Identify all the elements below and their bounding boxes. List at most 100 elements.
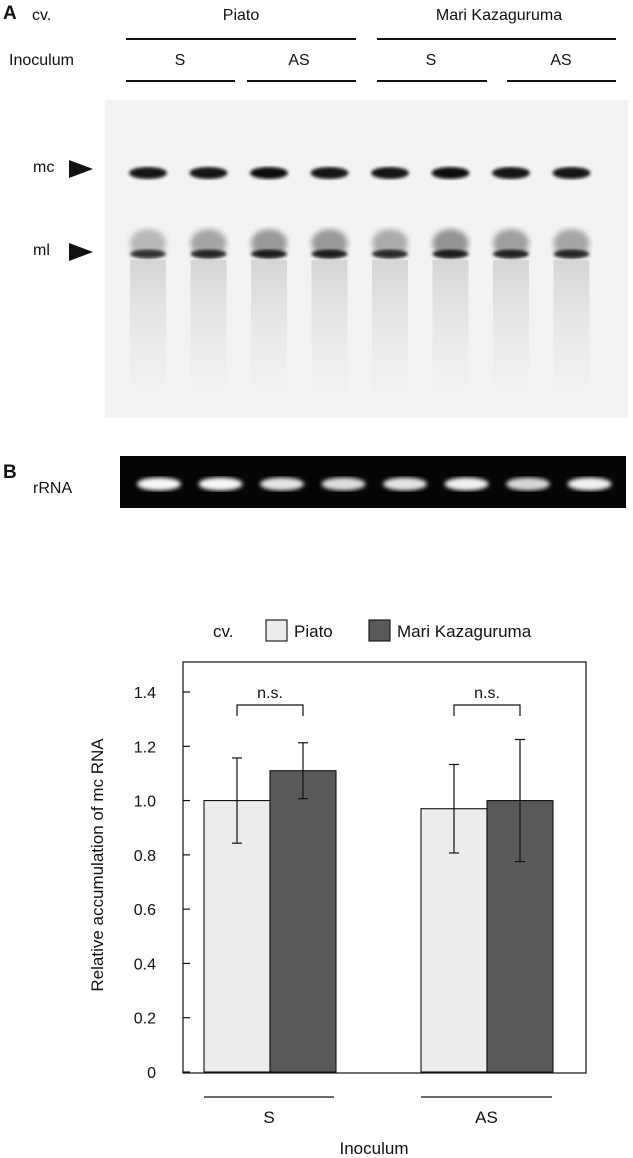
- gel-band: [383, 477, 427, 491]
- northern-blot-image: [105, 100, 628, 418]
- legend-label: Piato: [294, 622, 333, 641]
- blot-ml-haze: [493, 229, 529, 257]
- blot-ml-haze: [372, 229, 408, 257]
- y-axis: 0 0.2 0.4 0.6 0.8 1.0 1.2 1.4: [134, 685, 190, 1082]
- inoculum-label-2: AS: [288, 52, 310, 69]
- rrna-gel-image: [120, 456, 626, 508]
- blot-ml-band: [130, 249, 166, 259]
- blot-lane: [250, 167, 288, 410]
- gel-band: [506, 477, 550, 491]
- rrna-gel-bands: [137, 477, 612, 491]
- blot-mc-band: [189, 167, 228, 179]
- gel-band: [444, 477, 489, 491]
- gel-band: [198, 477, 243, 491]
- inoculum-bracket-3: [377, 80, 487, 82]
- significance-annotations: n.s. n.s.: [236, 685, 521, 716]
- blot-mc-band: [310, 167, 349, 179]
- blot-smear: [432, 260, 469, 410]
- legend-title: cv.: [213, 622, 233, 641]
- cultivar-label-piato: Piato: [222, 7, 260, 24]
- blot-ml-haze: [553, 229, 590, 257]
- blot-mc-band: [371, 167, 409, 179]
- blot-smear: [251, 260, 287, 410]
- blot-lane: [431, 167, 470, 410]
- y-axis-label: Relative accumulation of mc RNA: [88, 738, 107, 992]
- cultivar-bracket-mari-kazaguruma: [377, 38, 616, 40]
- blot-ml-band: [432, 249, 469, 259]
- inoculum-label-1: S: [174, 52, 186, 69]
- x-axis-label: Inoculum: [340, 1139, 409, 1158]
- blot-ml-band: [372, 249, 408, 259]
- blot-ml-band: [553, 249, 590, 259]
- blot-smear: [130, 260, 166, 410]
- bar: [203, 800, 271, 1073]
- blot-ml-band: [493, 249, 529, 259]
- mc-arrow-icon: [69, 160, 93, 178]
- inoculum-bracket-1: [126, 80, 235, 82]
- bar-chart: cv. Piato Mari Kazaguruma 0 0.2 0.4 0.6 0.8 1.…: [88, 619, 587, 1158]
- x-tick-label: S: [263, 1108, 274, 1127]
- blot-mc-band: [552, 167, 591, 179]
- significance-bracket: [236, 704, 304, 716]
- blot-ml-band: [311, 249, 348, 259]
- blot-smear: [553, 260, 590, 410]
- blot-ml-band: [190, 249, 227, 259]
- blot-lane: [492, 167, 530, 410]
- bar: [269, 770, 337, 1073]
- inoculum-label: Inoculum: [9, 52, 74, 69]
- blot-ml-haze: [311, 229, 348, 257]
- blot-ml-band: [251, 249, 287, 259]
- legend-swatch: [265, 619, 288, 642]
- ml-arrow-icon: [69, 243, 93, 261]
- panel-b-letter: B: [3, 462, 17, 483]
- rrna-label: rRNA: [33, 480, 73, 497]
- blot-mc-band: [250, 167, 288, 179]
- blot-mc-band: [492, 167, 530, 179]
- inoculum-label-4: AS: [550, 52, 572, 69]
- blot-lane: [371, 167, 409, 410]
- blot-lane: [552, 167, 591, 410]
- significance-label: n.s.: [474, 685, 500, 702]
- blot-smear: [311, 260, 348, 410]
- bars: [203, 738, 554, 1073]
- blot-smear: [372, 260, 408, 410]
- blot-mc-band: [431, 167, 470, 179]
- blot-lane: [310, 167, 349, 410]
- y-tick-label: 0.4: [134, 956, 156, 973]
- blot-smear: [493, 260, 529, 410]
- band-label-ml: ml: [33, 242, 50, 259]
- gel-band: [260, 477, 304, 491]
- legend-swatch: [368, 619, 391, 642]
- northern-blot-bands: [129, 167, 591, 410]
- gel-band: [321, 477, 366, 491]
- y-tick-label: 0.2: [134, 1011, 156, 1028]
- y-tick-label: 1.4: [134, 685, 156, 702]
- cv-label: cv.: [32, 7, 52, 24]
- cultivar-label-mari-kazaguruma: Mari Kazaguruma: [435, 7, 563, 24]
- y-tick-label: 1.0: [134, 794, 156, 811]
- y-tick-label: 1.2: [134, 739, 156, 756]
- blot-mc-band: [129, 167, 167, 179]
- x-tick-label: AS: [475, 1108, 498, 1127]
- y-tick-label: 0.6: [134, 902, 156, 919]
- blot-ml-haze: [251, 229, 287, 257]
- significance-label: n.s.: [257, 685, 283, 702]
- significance-bracket: [453, 704, 521, 716]
- legend-label: Mari Kazaguruma: [397, 622, 532, 641]
- inoculum-label-3: S: [425, 52, 437, 69]
- blot-lane: [129, 167, 167, 410]
- cultivar-bracket-piato: [126, 38, 356, 40]
- legend: Piato Mari Kazaguruma: [265, 619, 532, 642]
- inoculum-bracket-2: [247, 80, 356, 82]
- blot-ml-haze: [190, 229, 227, 257]
- x-axis: S AS: [204, 1096, 552, 1127]
- blot-smear: [190, 260, 227, 410]
- y-tick-label: 0.8: [134, 848, 156, 865]
- blot-lane: [189, 167, 228, 410]
- gel-band: [567, 477, 612, 491]
- panel-a-letter: A: [3, 3, 17, 24]
- inoculum-bracket-4: [507, 80, 616, 82]
- blot-ml-haze: [130, 229, 166, 257]
- band-label-mc: mc: [33, 159, 55, 176]
- gel-band: [137, 477, 181, 491]
